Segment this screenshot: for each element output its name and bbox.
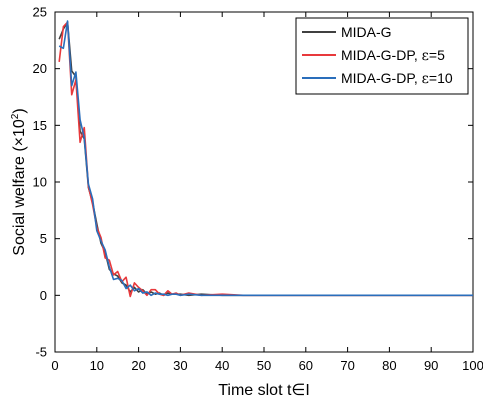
y-tick-label: 20 (33, 61, 47, 76)
y-axis-label-exponent: 2 (10, 113, 21, 119)
x-tick-label: 70 (340, 358, 354, 373)
x-tick-label: 0 (51, 358, 58, 373)
legend-label-mida-g: MIDA-G (341, 24, 392, 40)
x-axis-label: Time slot t∈I (218, 382, 310, 399)
x-tick-label: 100 (462, 358, 483, 373)
y-axis-label-close: ) (11, 108, 28, 113)
x-tick-label: 90 (424, 358, 438, 373)
x-tick-label: 30 (173, 358, 187, 373)
y-tick-label: 15 (33, 118, 47, 133)
x-tick-label: 40 (215, 358, 229, 373)
x-tick-label: 60 (299, 358, 313, 373)
legend: MIDA-G MIDA-G-DP, ε=5 MIDA-G-DP, ε=10 (295, 17, 469, 95)
y-tick-label: 25 (33, 5, 47, 20)
x-tick-label: 80 (382, 358, 396, 373)
x-tick-label: 20 (131, 358, 145, 373)
y-tick-label: 5 (40, 231, 47, 246)
series-line-2 (58, 20, 473, 297)
x-tick-label: 10 (90, 358, 104, 373)
y-tick-label: -5 (35, 345, 47, 360)
y-axis-label: Social welfare (×102) (10, 108, 28, 255)
x-tick-label: 50 (257, 358, 271, 373)
y-tick-label: 0 (40, 288, 47, 303)
axis-ticks: 0 10 20 30 40 50 60 70 80 90 100 -5 0 5 10 15 20 25 (33, 5, 483, 374)
series-lines (58, 20, 473, 298)
legend-label-mida-g-dp-eps10: MIDA-G-DP, ε=10 (341, 70, 453, 87)
y-tick-label: 10 (33, 175, 47, 190)
legend-label-mida-g-dp-eps5: MIDA-G-DP, ε=5 (341, 47, 445, 64)
y-axis-label-main: Social welfare (×10 (11, 119, 28, 256)
